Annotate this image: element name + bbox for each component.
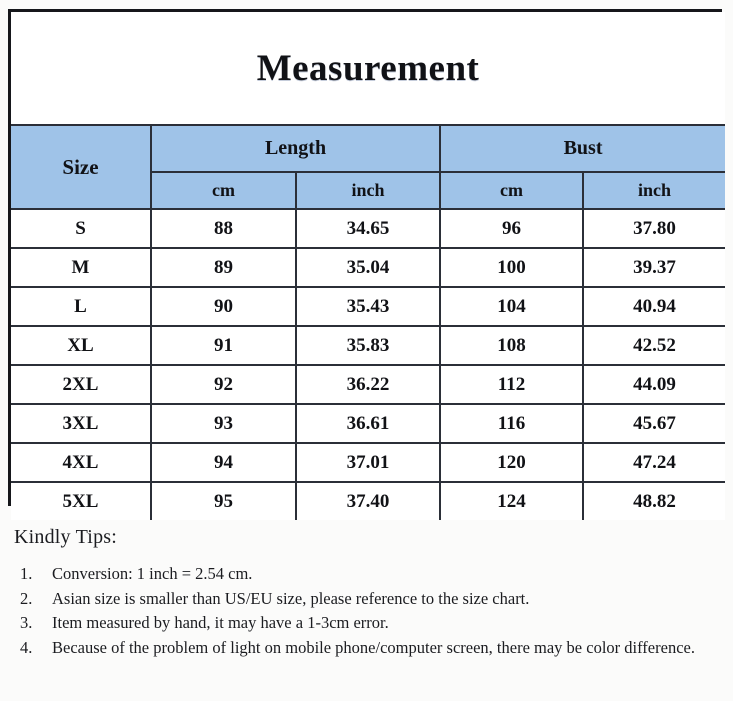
table-row: 4XL 94 37.01 120 47.24 [11,442,726,483]
list-item: 2. Asian size is smaller than US/EU size… [14,588,720,610]
cell-size: L [11,286,152,327]
cell-length-inch: 36.22 [295,364,441,405]
cell-length-inch: 34.65 [295,208,441,249]
cell-bust-inch: 42.52 [581,325,726,366]
list-item-number: 3. [20,613,33,632]
cell-size: XL [11,325,152,366]
table-row: 5XL 95 37.40 124 48.82 [11,481,726,520]
list-item: 1. Conversion: 1 inch = 2.54 cm. [14,563,720,585]
cell-size: 3XL [11,403,152,444]
cell-bust-cm: 112 [439,364,584,405]
cell-bust-inch: 47.24 [581,442,726,483]
cell-length-cm: 88 [150,208,297,249]
cell-bust-cm: 120 [439,442,584,483]
cell-length-inch: 35.83 [295,325,441,366]
cell-size: 4XL [11,442,152,483]
cell-bust-cm: 108 [439,325,584,366]
table-row: M 89 35.04 100 39.37 [11,247,726,288]
cell-size: M [11,247,152,288]
table-row: L 90 35.43 104 40.94 [11,286,726,327]
table-header-unit-row: cm inch cm inch [11,171,726,210]
header-group-bust: Bust [438,124,726,173]
cell-bust-inch: 48.82 [581,481,726,520]
cell-bust-inch: 40.94 [581,286,726,327]
list-item-text: Item measured by hand, it may have a 1-3… [52,613,389,632]
list-item-text: Asian size is smaller than US/EU size, p… [52,588,530,608]
table-row: S 88 34.65 96 37.80 [11,208,726,249]
list-item: 3. Item measured by hand, it may have a … [14,612,720,634]
cell-bust-cm: 100 [439,247,584,288]
table-title-row: Measurement [11,12,726,126]
cell-length-inch: 35.43 [295,286,441,327]
page-title-cell: Measurement [11,12,726,126]
tips-list: 1. Conversion: 1 inch = 2.54 cm. 2. Asia… [14,563,720,658]
cell-bust-cm: 124 [439,481,584,520]
list-item-number: 4. [20,637,33,657]
cell-length-inch: 37.40 [295,481,441,520]
cell-bust-cm: 116 [439,403,584,444]
cell-length-inch: 35.04 [295,247,441,288]
cell-length-inch: 36.61 [295,403,441,444]
header-group-length: Length [150,124,441,173]
cell-bust-inch: 44.09 [581,364,726,405]
cell-bust-cm: 104 [439,286,584,327]
kindly-tips-section: Kindly Tips: 1. Conversion: 1 inch = 2.5… [14,526,720,661]
cell-length-cm: 91 [150,325,297,366]
page-title: Measurement [256,47,480,89]
cell-bust-inch: 39.37 [581,247,726,288]
cell-length-cm: 95 [150,481,297,520]
tips-heading: Kindly Tips: [14,526,118,548]
cell-bust-cm: 96 [439,208,584,249]
cell-size: S [11,208,152,249]
list-item-text: Because of the problem of light on mobil… [52,637,695,657]
cell-length-cm: 92 [150,364,297,405]
header-length-cm: cm [151,171,297,210]
cell-bust-inch: 37.80 [581,208,726,249]
table-row: 3XL 93 36.61 116 45.67 [11,403,726,444]
cell-length-cm: 93 [150,403,297,444]
cell-bust-inch: 45.67 [581,403,726,444]
cell-length-cm: 94 [150,442,297,483]
header-length-inch: inch [295,171,441,210]
cell-length-inch: 37.01 [295,442,441,483]
list-item: 4. Because of the problem of light on mo… [14,637,720,659]
table-row: 2XL 92 36.22 112 44.09 [11,364,726,405]
header-bust-inch: inch [581,171,726,210]
header-bust-cm: cm [439,171,584,210]
header-size: Size [11,124,152,210]
measurement-table: Measurement Size Length Bust cm inch cm … [11,12,726,520]
cell-size: 5XL [11,481,152,520]
cell-length-cm: 90 [150,286,297,327]
cell-size: 2XL [11,364,152,405]
measurement-table-container: Measurement Size Length Bust cm inch cm … [8,9,726,520]
list-item-text: Conversion: 1 inch = 2.54 cm. [52,564,253,583]
table-row: XL 91 35.83 108 42.52 [11,325,726,366]
cell-length-cm: 89 [150,247,297,288]
list-item-number: 1. [20,564,33,583]
table-header-group-row: Size Length Bust [11,124,726,210]
list-item-number: 2. [20,588,33,608]
